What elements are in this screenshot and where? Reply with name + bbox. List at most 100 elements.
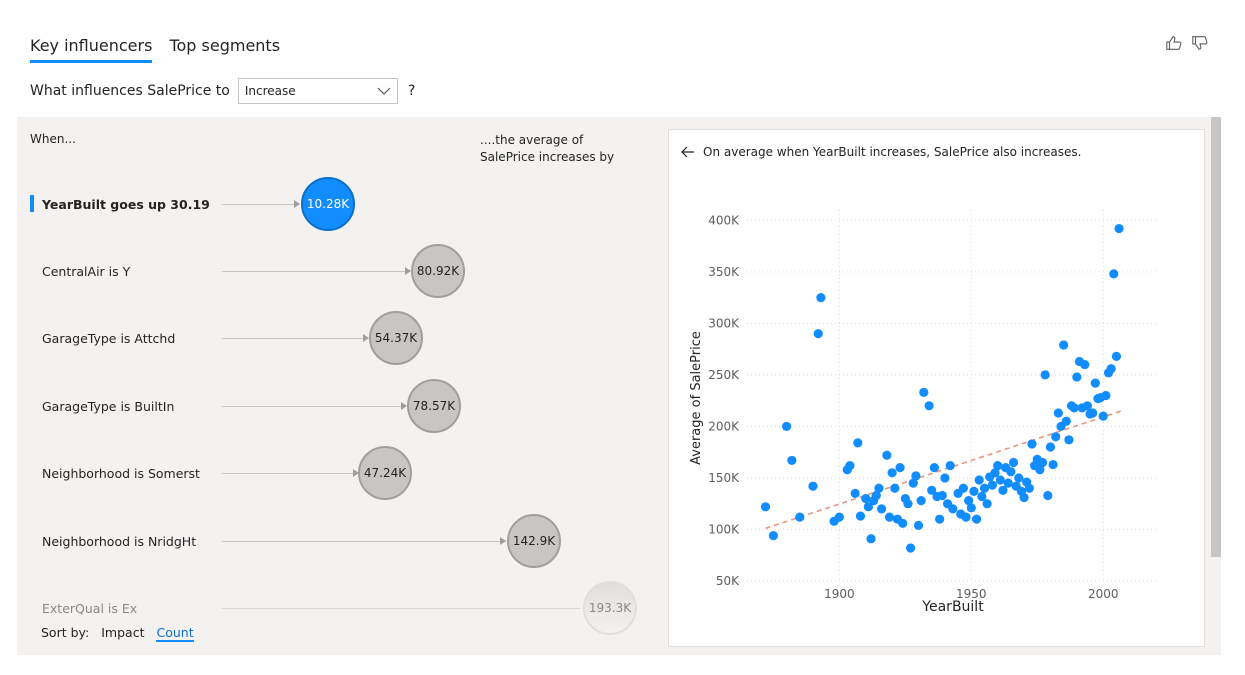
data-point[interactable] <box>1048 459 1058 470</box>
data-point[interactable] <box>1101 390 1111 401</box>
data-point[interactable] <box>845 460 855 471</box>
data-point[interactable] <box>987 480 997 490</box>
data-point[interactable] <box>898 518 908 528</box>
tab-top-segments[interactable]: Top segments <box>169 36 281 55</box>
data-point[interactable] <box>1014 473 1024 483</box>
data-point[interactable] <box>945 460 955 471</box>
tab-key-influencers[interactable]: Key influencers <box>30 36 153 63</box>
data-point[interactable] <box>1045 442 1056 452</box>
data-point[interactable] <box>969 486 979 496</box>
data-point[interactable] <box>998 485 1008 495</box>
data-point[interactable] <box>1098 411 1108 421</box>
data-point[interactable] <box>1061 416 1071 426</box>
data-point[interactable] <box>979 483 990 493</box>
data-point[interactable] <box>884 512 895 522</box>
data-point[interactable] <box>971 514 982 524</box>
data-point[interactable] <box>1006 467 1016 477</box>
data-point[interactable] <box>1088 408 1098 418</box>
data-point[interactable] <box>816 292 826 303</box>
thumbs-up-icon[interactable] <box>1165 34 1183 52</box>
back-arrow-icon[interactable] <box>681 146 695 158</box>
data-point[interactable] <box>834 512 844 522</box>
data-point[interactable] <box>916 496 926 506</box>
influencer-bubble[interactable]: 10.28K <box>301 177 355 231</box>
data-point[interactable] <box>768 531 778 541</box>
data-point[interactable] <box>929 463 939 473</box>
data-point[interactable] <box>1109 269 1119 279</box>
data-point[interactable] <box>855 511 866 521</box>
data-point[interactable] <box>1024 483 1034 493</box>
data-point[interactable] <box>866 534 876 544</box>
data-point[interactable] <box>974 475 984 485</box>
data-point[interactable] <box>1043 490 1053 501</box>
data-point[interactable] <box>911 471 921 481</box>
data-point[interactable] <box>882 450 892 460</box>
data-point[interactable] <box>1080 359 1090 370</box>
data-point[interactable] <box>1027 439 1037 449</box>
influencer-bubble[interactable]: 54.37K <box>369 311 423 365</box>
data-point[interactable] <box>850 488 860 499</box>
data-point[interactable] <box>924 401 934 411</box>
influencer-bubble[interactable]: 142.9K <box>507 514 561 568</box>
data-point[interactable] <box>958 483 968 493</box>
data-point[interactable] <box>787 455 797 466</box>
data-point[interactable] <box>1035 465 1045 475</box>
data-point[interactable] <box>977 491 987 502</box>
data-point[interactable] <box>961 512 971 522</box>
influencer-row[interactable]: Neighborhood is Somerst <box>30 463 200 483</box>
data-point[interactable] <box>927 485 937 495</box>
influencer-row[interactable]: GarageType is Attchd <box>30 328 175 348</box>
data-point[interactable] <box>919 387 929 398</box>
data-point[interactable] <box>1003 478 1013 488</box>
data-point[interactable] <box>795 512 805 522</box>
data-point[interactable] <box>853 438 863 448</box>
data-point[interactable] <box>1072 372 1082 382</box>
influencer-bubble[interactable]: 47.24K <box>358 446 412 500</box>
data-point[interactable] <box>940 473 950 483</box>
data-point[interactable] <box>1106 364 1116 374</box>
data-point[interactable] <box>913 520 924 530</box>
influencer-row[interactable]: YearBuilt goes up 30.19 <box>30 194 210 214</box>
data-point[interactable] <box>1114 223 1124 234</box>
data-point[interactable] <box>1053 408 1063 418</box>
data-point[interactable] <box>1090 378 1100 388</box>
data-point[interactable] <box>993 460 1003 471</box>
data-point[interactable] <box>863 502 873 512</box>
data-point[interactable] <box>890 483 900 493</box>
data-point[interactable] <box>995 475 1005 485</box>
scrollbar[interactable] <box>1211 117 1221 557</box>
thumbs-down-icon[interactable] <box>1191 34 1209 52</box>
data-point[interactable] <box>990 468 1000 478</box>
data-point[interactable] <box>1040 370 1050 380</box>
data-point[interactable] <box>808 481 818 491</box>
influencer-bubble[interactable]: 78.57K <box>407 379 461 433</box>
data-point[interactable] <box>966 503 976 513</box>
data-point[interactable] <box>982 499 992 509</box>
data-point[interactable] <box>908 478 918 488</box>
data-point[interactable] <box>760 502 771 512</box>
data-point[interactable] <box>1059 340 1069 350</box>
data-point[interactable] <box>895 463 905 473</box>
data-point[interactable] <box>935 514 945 524</box>
data-point[interactable] <box>861 493 871 504</box>
data-point[interactable] <box>1019 492 1029 503</box>
data-point[interactable] <box>1064 435 1074 445</box>
data-point[interactable] <box>1037 457 1048 468</box>
data-point[interactable] <box>876 504 887 514</box>
sort-impact-option[interactable]: Impact <box>101 625 145 640</box>
data-point[interactable] <box>1069 403 1079 413</box>
data-point[interactable] <box>874 483 884 493</box>
data-point[interactable] <box>813 329 823 339</box>
influencer-bubble[interactable]: 80.92K <box>411 244 465 298</box>
data-point[interactable] <box>871 490 881 501</box>
data-point[interactable] <box>781 421 792 432</box>
influencer-row[interactable]: Neighborhood is NridgHt <box>30 531 196 551</box>
data-point[interactable] <box>1111 351 1122 361</box>
data-point[interactable] <box>906 543 916 553</box>
data-point[interactable] <box>1051 432 1061 442</box>
data-point[interactable] <box>1082 401 1092 411</box>
data-point[interactable] <box>937 490 947 501</box>
direction-dropdown[interactable]: Increase <box>237 78 398 104</box>
data-point[interactable] <box>887 468 897 478</box>
data-point[interactable] <box>1008 457 1019 468</box>
